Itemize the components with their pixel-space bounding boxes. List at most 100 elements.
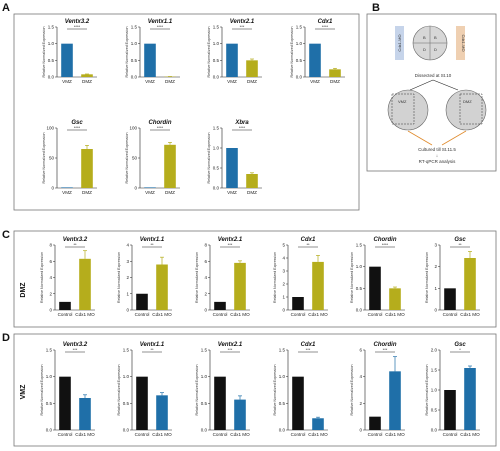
y-tick-label: 1: [126, 291, 129, 296]
chart-title: Ventx2.1: [230, 19, 255, 25]
chart-a-gsc: Gsc Relative Normalized Expression 0 50 100 V…: [42, 120, 97, 195]
bar-control: [444, 288, 456, 310]
bar-cdx1-mo: [312, 261, 324, 310]
bar-dmz: [329, 69, 341, 77]
y-axis-label: Relative Normalized Expression: [273, 252, 277, 303]
significance-label: ****: [382, 242, 389, 247]
x-category-label: Control: [135, 432, 150, 437]
x-category-label: Control: [443, 432, 458, 437]
bar-cdx1-mo: [234, 262, 246, 310]
cdx1-mo-tag-left: [395, 26, 404, 60]
panel-b-frame: [366, 13, 497, 172]
chart-c-gsc: Gsc Relative Normalized Expression 0 1 2 3 Con…: [425, 237, 480, 317]
bar-dmz: [81, 74, 93, 77]
y-axis-label: Relative Normalized Expression: [195, 365, 199, 416]
y-tick-label: 0: [434, 308, 437, 313]
y-tick-label: 1.0: [213, 41, 220, 46]
chart-d-cdx1: Cdx1 Relative Normalized Expression 0.0 0.5…: [273, 342, 328, 437]
bar-control: [369, 416, 381, 430]
significance-label: ***: [73, 347, 78, 352]
x-category-label: DMZ: [165, 190, 175, 195]
cdx1-mo-label-left: Cdx1-MO: [397, 34, 402, 51]
x-category-label: VMZ: [227, 79, 237, 84]
x-category-label: Cdx1 MO: [308, 312, 328, 317]
y-axis-label: Relative Normalized Expression: [350, 252, 354, 303]
x-category-label: Control: [368, 432, 383, 437]
y-axis-label: Relative Normalized Expression: [425, 365, 429, 416]
y-tick-label: 0.5: [296, 58, 303, 63]
bar-cdx1-mo: [312, 418, 324, 430]
y-axis-label: Relative Normalized Expression: [207, 27, 211, 78]
chart-title: Ventx3.2: [65, 19, 90, 25]
significance-label: ****: [239, 125, 246, 130]
blastomere-b2: B: [434, 35, 437, 40]
bar-cdx1-mo: [464, 258, 476, 310]
bar-vmz: [144, 187, 156, 188]
x-category-label: VMZ: [62, 190, 72, 195]
bar-cdx1-mo: [389, 371, 401, 430]
chart-title: Ventx1.1: [140, 237, 165, 243]
bar-dmz: [246, 174, 258, 188]
bar-control: [292, 297, 304, 310]
y-tick-label: 0: [204, 308, 207, 313]
x-category-label: Cdx1 MO: [152, 432, 172, 437]
y-tick-label: 1.5: [201, 348, 208, 353]
x-category-label: DMZ: [82, 190, 92, 195]
y-tick-label: 0.5: [123, 401, 130, 406]
bar-control: [136, 293, 148, 310]
panel-c-frame: [13, 230, 497, 328]
row-label-dmz: DMZ: [20, 282, 27, 298]
x-category-label: DMZ: [247, 190, 257, 195]
bar-control: [292, 376, 304, 430]
y-tick-label: 0: [49, 308, 52, 313]
x-category-label: Cdx1 MO: [385, 312, 405, 317]
chart-c-cdx1: Cdx1 Relative Normalized Expression 0 1 2 3 4 5…: [273, 237, 328, 317]
y-tick-label: 1.0: [123, 374, 130, 379]
bar-cdx1-mo: [464, 368, 476, 430]
y-tick-label: 1.0: [356, 264, 363, 269]
chart-title: Gsc: [454, 237, 466, 243]
significance-label: **: [73, 242, 77, 247]
bar-cdx1-mo: [79, 258, 91, 310]
y-tick-label: 0: [134, 186, 137, 191]
x-category-label: VMZ: [310, 79, 320, 84]
significance-label: *: [459, 347, 461, 352]
schematic: Cdx1-MO Cdx1-MO B B D D Dissected at St.…: [387, 25, 487, 164]
panel-label-c: C: [2, 229, 10, 241]
bar-vmz: [144, 43, 156, 77]
y-tick-label: 0.5: [201, 401, 208, 406]
y-tick-label: 1.0: [48, 41, 55, 46]
chart-title: Chordin: [149, 120, 172, 126]
y-tick-label: 0.0: [131, 75, 138, 80]
cultured-text: Cultured till St.11.5: [418, 147, 456, 152]
chart-c-chordin: Chordin Relative Normalized Expression 0.0…: [350, 237, 405, 317]
bar-control: [136, 376, 148, 430]
y-tick-label: 2: [282, 282, 285, 287]
y-tick-label: 1.5: [48, 25, 55, 30]
x-category-label: Cdx1 MO: [230, 432, 250, 437]
rtqpcr-text: RT-qPCR analysis: [419, 159, 456, 164]
x-category-label: DMZ: [82, 79, 92, 84]
y-tick-label: 0: [51, 186, 54, 191]
y-tick-label: 0.0: [213, 186, 220, 191]
y-tick-label: 8: [204, 243, 207, 248]
chart-title: Chordin: [374, 237, 397, 243]
bar-dmz: [246, 60, 258, 77]
significance-label: ***: [383, 347, 388, 352]
chart-title: Ventx1.1: [148, 19, 173, 25]
y-axis-label: Relative Normalized Expression: [40, 365, 44, 416]
y-tick-label: 0.5: [356, 286, 363, 291]
x-category-label: DMZ: [330, 79, 340, 84]
y-tick-label: 0.0: [46, 428, 53, 433]
chart-d-chordin: Chordin Relative Normalized Expression 0 2 4…: [350, 342, 405, 437]
y-tick-label: 0.0: [296, 75, 303, 80]
chart-a-ventx2-1: Ventx2.1 Relative Normalized Expression 0.…: [207, 19, 262, 84]
panel-label-d: D: [2, 332, 10, 344]
significance-label: ***: [228, 347, 233, 352]
y-tick-label: 1.5: [46, 348, 53, 353]
x-category-label: VMZ: [62, 79, 72, 84]
y-tick-label: 1: [282, 295, 285, 300]
bar-vmz: [226, 43, 238, 77]
y-tick-label: 1.5: [131, 25, 138, 30]
